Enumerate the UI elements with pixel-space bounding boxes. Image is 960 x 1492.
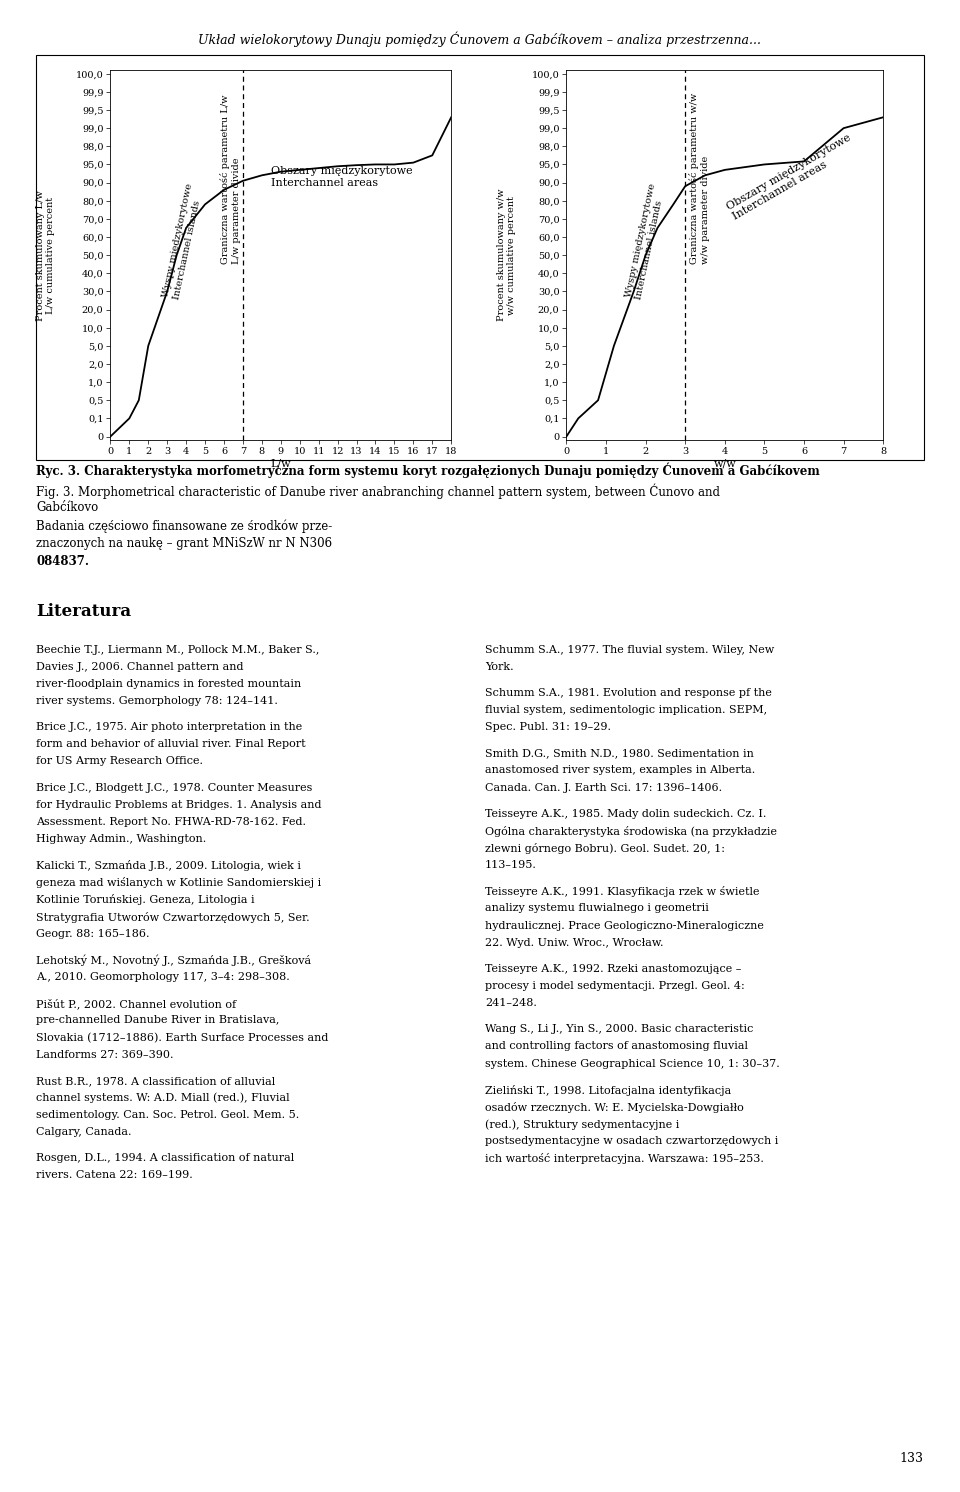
Text: Rosgen, D.L., 1994. A classification of natural: Rosgen, D.L., 1994. A classification of … bbox=[36, 1153, 295, 1164]
Text: Landforms 27: 369–390.: Landforms 27: 369–390. bbox=[36, 1050, 174, 1059]
Text: river systems. Gemorphology 78: 124–141.: river systems. Gemorphology 78: 124–141. bbox=[36, 695, 278, 706]
Text: Obszary międzykorytowe
Interchannel areas: Obszary międzykorytowe Interchannel area… bbox=[725, 133, 858, 222]
Text: anastomosed river system, examples in Alberta.: anastomosed river system, examples in Al… bbox=[485, 765, 756, 776]
Text: Rust B.R., 1978. A classification of alluvial: Rust B.R., 1978. A classification of all… bbox=[36, 1076, 276, 1086]
Text: Brice J.C., 1975. Air photo interpretation in the: Brice J.C., 1975. Air photo interpretati… bbox=[36, 722, 302, 733]
Text: 084837.: 084837. bbox=[36, 555, 89, 568]
Text: postsedymentacyjne w osadach czwartorzędowych i: postsedymentacyjne w osadach czwartorzęd… bbox=[485, 1137, 779, 1146]
Text: Schumm S.A., 1977. The fluvial system. Wiley, New: Schumm S.A., 1977. The fluvial system. W… bbox=[485, 645, 774, 655]
Text: Obszary międzykorytowe
Interchannel areas: Obszary międzykorytowe Interchannel area… bbox=[272, 166, 413, 188]
Text: geneza mad wiślanych w Kotlinie Sandomierskiej i: geneza mad wiślanych w Kotlinie Sandomie… bbox=[36, 877, 322, 888]
Text: hydraulicznej. Prace Geologiczno-Mineralogiczne: hydraulicznej. Prace Geologiczno-Mineral… bbox=[485, 921, 763, 931]
Text: ich wartość interpretacyjna. Warszawa: 195–253.: ich wartość interpretacyjna. Warszawa: 1… bbox=[485, 1153, 763, 1164]
Text: Canada. Can. J. Earth Sci. 17: 1396–1406.: Canada. Can. J. Earth Sci. 17: 1396–1406… bbox=[485, 782, 722, 792]
Text: Graniczna wartość parametru L/w
L/w parameter divide: Graniczna wartość parametru L/w L/w para… bbox=[220, 94, 241, 264]
Text: znaczonych na naukę – grant MNiSzW nr N N306: znaczonych na naukę – grant MNiSzW nr N … bbox=[36, 537, 332, 551]
Text: form and behavior of alluvial river. Final Report: form and behavior of alluvial river. Fin… bbox=[36, 740, 306, 749]
Text: Teisseyre A.K., 1991. Klasyfikacja rzek w świetle: Teisseyre A.K., 1991. Klasyfikacja rzek … bbox=[485, 886, 759, 897]
Text: and controlling factors of anastomosing fluvial: and controlling factors of anastomosing … bbox=[485, 1041, 748, 1052]
Text: 133: 133 bbox=[900, 1452, 924, 1465]
Text: 22. Wyd. Uniw. Wroc., Wrocław.: 22. Wyd. Uniw. Wroc., Wrocław. bbox=[485, 938, 663, 947]
Text: Geogr. 88: 165–186.: Geogr. 88: 165–186. bbox=[36, 928, 150, 938]
Text: channel systems. W: A.D. Miall (red.), Fluvial: channel systems. W: A.D. Miall (red.), F… bbox=[36, 1092, 290, 1104]
Text: York.: York. bbox=[485, 662, 514, 671]
Text: Assessment. Report No. FHWA-RD-78-162. Fed.: Assessment. Report No. FHWA-RD-78-162. F… bbox=[36, 818, 306, 827]
Text: zlewni górnego Bobru). Geol. Sudet. 20, 1:: zlewni górnego Bobru). Geol. Sudet. 20, … bbox=[485, 843, 725, 853]
Text: 113–195.: 113–195. bbox=[485, 859, 537, 870]
Text: osadów rzecznych. W: E. Mycielska-Dowgiałło: osadów rzecznych. W: E. Mycielska-Dowgia… bbox=[485, 1101, 744, 1113]
Text: Slovakia (1712–1886). Earth Surface Processes and: Slovakia (1712–1886). Earth Surface Proc… bbox=[36, 1032, 329, 1043]
Text: Highway Admin., Washington.: Highway Admin., Washington. bbox=[36, 834, 206, 844]
X-axis label: w/w: w/w bbox=[713, 460, 736, 468]
Text: for Hydraulic Problems at Bridges. 1. Analysis and: for Hydraulic Problems at Bridges. 1. An… bbox=[36, 800, 322, 810]
Text: Spec. Publ. 31: 19–29.: Spec. Publ. 31: 19–29. bbox=[485, 722, 611, 733]
Text: (red.), Struktury sedymentacyjne i: (red.), Struktury sedymentacyjne i bbox=[485, 1119, 679, 1129]
Text: rivers. Catena 22: 169–199.: rivers. Catena 22: 169–199. bbox=[36, 1170, 193, 1180]
Text: Procent skumulowany w/w
w/w cumulative percent: Procent skumulowany w/w w/w cumulative p… bbox=[496, 189, 516, 321]
Text: Literatura: Literatura bbox=[36, 603, 132, 619]
Text: Układ wielokorytowy Dunaju pomiędzy Ćunovem a Gabćíkovem – analiza przestrzenna.: Układ wielokorytowy Dunaju pomiędzy Ćuno… bbox=[199, 31, 761, 46]
Text: Badania częściowo finansowane ze środków prze-: Badania częściowo finansowane ze środków… bbox=[36, 519, 333, 533]
Text: Kalicki T., Szmańda J.B., 2009. Litologia, wiek i: Kalicki T., Szmańda J.B., 2009. Litologi… bbox=[36, 859, 301, 871]
Text: Wyspy międzykorytowe
Interchannel islands: Wyspy międzykorytowe Interchannel island… bbox=[161, 184, 204, 300]
Text: Procent skumulowany L/w
L/w cumulative percent: Procent skumulowany L/w L/w cumulative p… bbox=[36, 189, 56, 321]
Text: system. Chinese Geographical Science 10, 1: 30–37.: system. Chinese Geographical Science 10,… bbox=[485, 1059, 780, 1068]
Text: 241–248.: 241–248. bbox=[485, 998, 537, 1009]
Text: Schumm S.A., 1981. Evolution and response pf the: Schumm S.A., 1981. Evolution and respons… bbox=[485, 688, 772, 698]
Text: river-floodplain dynamics in forested mountain: river-floodplain dynamics in forested mo… bbox=[36, 679, 301, 689]
Text: pre-channelled Danube River in Bratislava,: pre-channelled Danube River in Bratislav… bbox=[36, 1016, 280, 1025]
Text: Zieliński T., 1998. Litofacjalna identyfikacja: Zieliński T., 1998. Litofacjalna identyf… bbox=[485, 1085, 732, 1095]
Text: Smith D.G., Smith N.D., 1980. Sedimentation in: Smith D.G., Smith N.D., 1980. Sedimentat… bbox=[485, 749, 754, 758]
X-axis label: L/w: L/w bbox=[271, 460, 291, 468]
Text: Davies J., 2006. Channel pattern and: Davies J., 2006. Channel pattern and bbox=[36, 662, 244, 671]
Text: Wang S., Li J., Yin S., 2000. Basic characteristic: Wang S., Li J., Yin S., 2000. Basic char… bbox=[485, 1024, 754, 1034]
Text: Ogólna charakterystyka środowiska (na przykładzie: Ogólna charakterystyka środowiska (na pr… bbox=[485, 827, 777, 837]
Text: sedimentology. Can. Soc. Petrol. Geol. Mem. 5.: sedimentology. Can. Soc. Petrol. Geol. M… bbox=[36, 1110, 300, 1120]
Text: Stratygrafia Utworów Czwartorzędowych 5, Ser.: Stratygrafia Utworów Czwartorzędowych 5,… bbox=[36, 912, 310, 922]
Text: Kotlinie Toruńskiej. Geneza, Litologia i: Kotlinie Toruńskiej. Geneza, Litologia i bbox=[36, 895, 255, 906]
Text: Teisseyre A.K., 1985. Mady dolin sudeckich. Cz. I.: Teisseyre A.K., 1985. Mady dolin sudecki… bbox=[485, 809, 766, 819]
Text: Teisseyre A.K., 1992. Rzeki anastomozujące –: Teisseyre A.K., 1992. Rzeki anastomozują… bbox=[485, 964, 741, 974]
Text: analizy systemu fluwialnego i geometrii: analizy systemu fluwialnego i geometrii bbox=[485, 904, 708, 913]
Text: procesy i model sedymentacji. Przegl. Geol. 4:: procesy i model sedymentacji. Przegl. Ge… bbox=[485, 982, 745, 991]
Text: Beechie T.J., Liermann M., Pollock M.M., Baker S.,: Beechie T.J., Liermann M., Pollock M.M.,… bbox=[36, 645, 320, 655]
Text: Brice J.C., Blodgett J.C., 1978. Counter Measures: Brice J.C., Blodgett J.C., 1978. Counter… bbox=[36, 782, 313, 792]
Text: Lehotský M., Novotný J., Szmańda J.B., Grešková: Lehotský M., Novotný J., Szmańda J.B., G… bbox=[36, 955, 312, 967]
Text: for US Army Research Office.: for US Army Research Office. bbox=[36, 756, 204, 767]
Text: Calgary, Canada.: Calgary, Canada. bbox=[36, 1128, 132, 1137]
Text: Pišút P., 2002. Channel evolution of: Pišút P., 2002. Channel evolution of bbox=[36, 998, 236, 1009]
Text: Wyspy międzykorytowe
Interchannel islands: Wyspy międzykorytowe Interchannel island… bbox=[624, 184, 667, 300]
Text: A., 2010. Geomorphology 117, 3–4: 298–308.: A., 2010. Geomorphology 117, 3–4: 298–30… bbox=[36, 973, 290, 982]
Text: Graniczna wartość parametru w/w
w/w parameter divide: Graniczna wartość parametru w/w w/w para… bbox=[689, 93, 709, 264]
Text: Ryc. 3. Charakterystyka morfometryczna form systemu koryt rozgałęzionych Dunaju : Ryc. 3. Charakterystyka morfometryczna f… bbox=[36, 463, 820, 477]
Text: Fig. 3. Morphometrical characteristic of Danube river anabranching channel patte: Fig. 3. Morphometrical characteristic of… bbox=[36, 483, 720, 513]
Text: fluvial system, sedimentologic implication. SEPM,: fluvial system, sedimentologic implicati… bbox=[485, 706, 767, 715]
